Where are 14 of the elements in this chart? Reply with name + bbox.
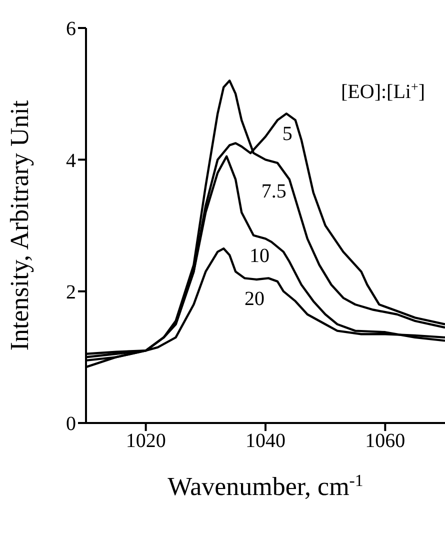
- y-tick-label: 6: [66, 18, 76, 40]
- series-label: 7.5: [261, 180, 286, 202]
- series-label: 5: [282, 123, 292, 146]
- series-label: 20: [244, 288, 264, 310]
- x-tick-label: 1020: [126, 430, 166, 452]
- y-tick-label: 2: [66, 281, 76, 304]
- y-tick-label: 0: [66, 413, 76, 436]
- legend-title: [EO]:[Li$^{+}$]: [341, 78, 425, 103]
- y-axis-title: Intensity, Arbitrary Unit: [5, 100, 34, 351]
- x-tick-label: 1040: [246, 430, 286, 452]
- y-tick-label: 4: [66, 150, 76, 172]
- x-axis-title: Wavenumber, cm$^{-1}$: [168, 470, 364, 501]
- series-label: 10: [249, 244, 270, 267]
- x-tick-label: 1060: [365, 430, 406, 452]
